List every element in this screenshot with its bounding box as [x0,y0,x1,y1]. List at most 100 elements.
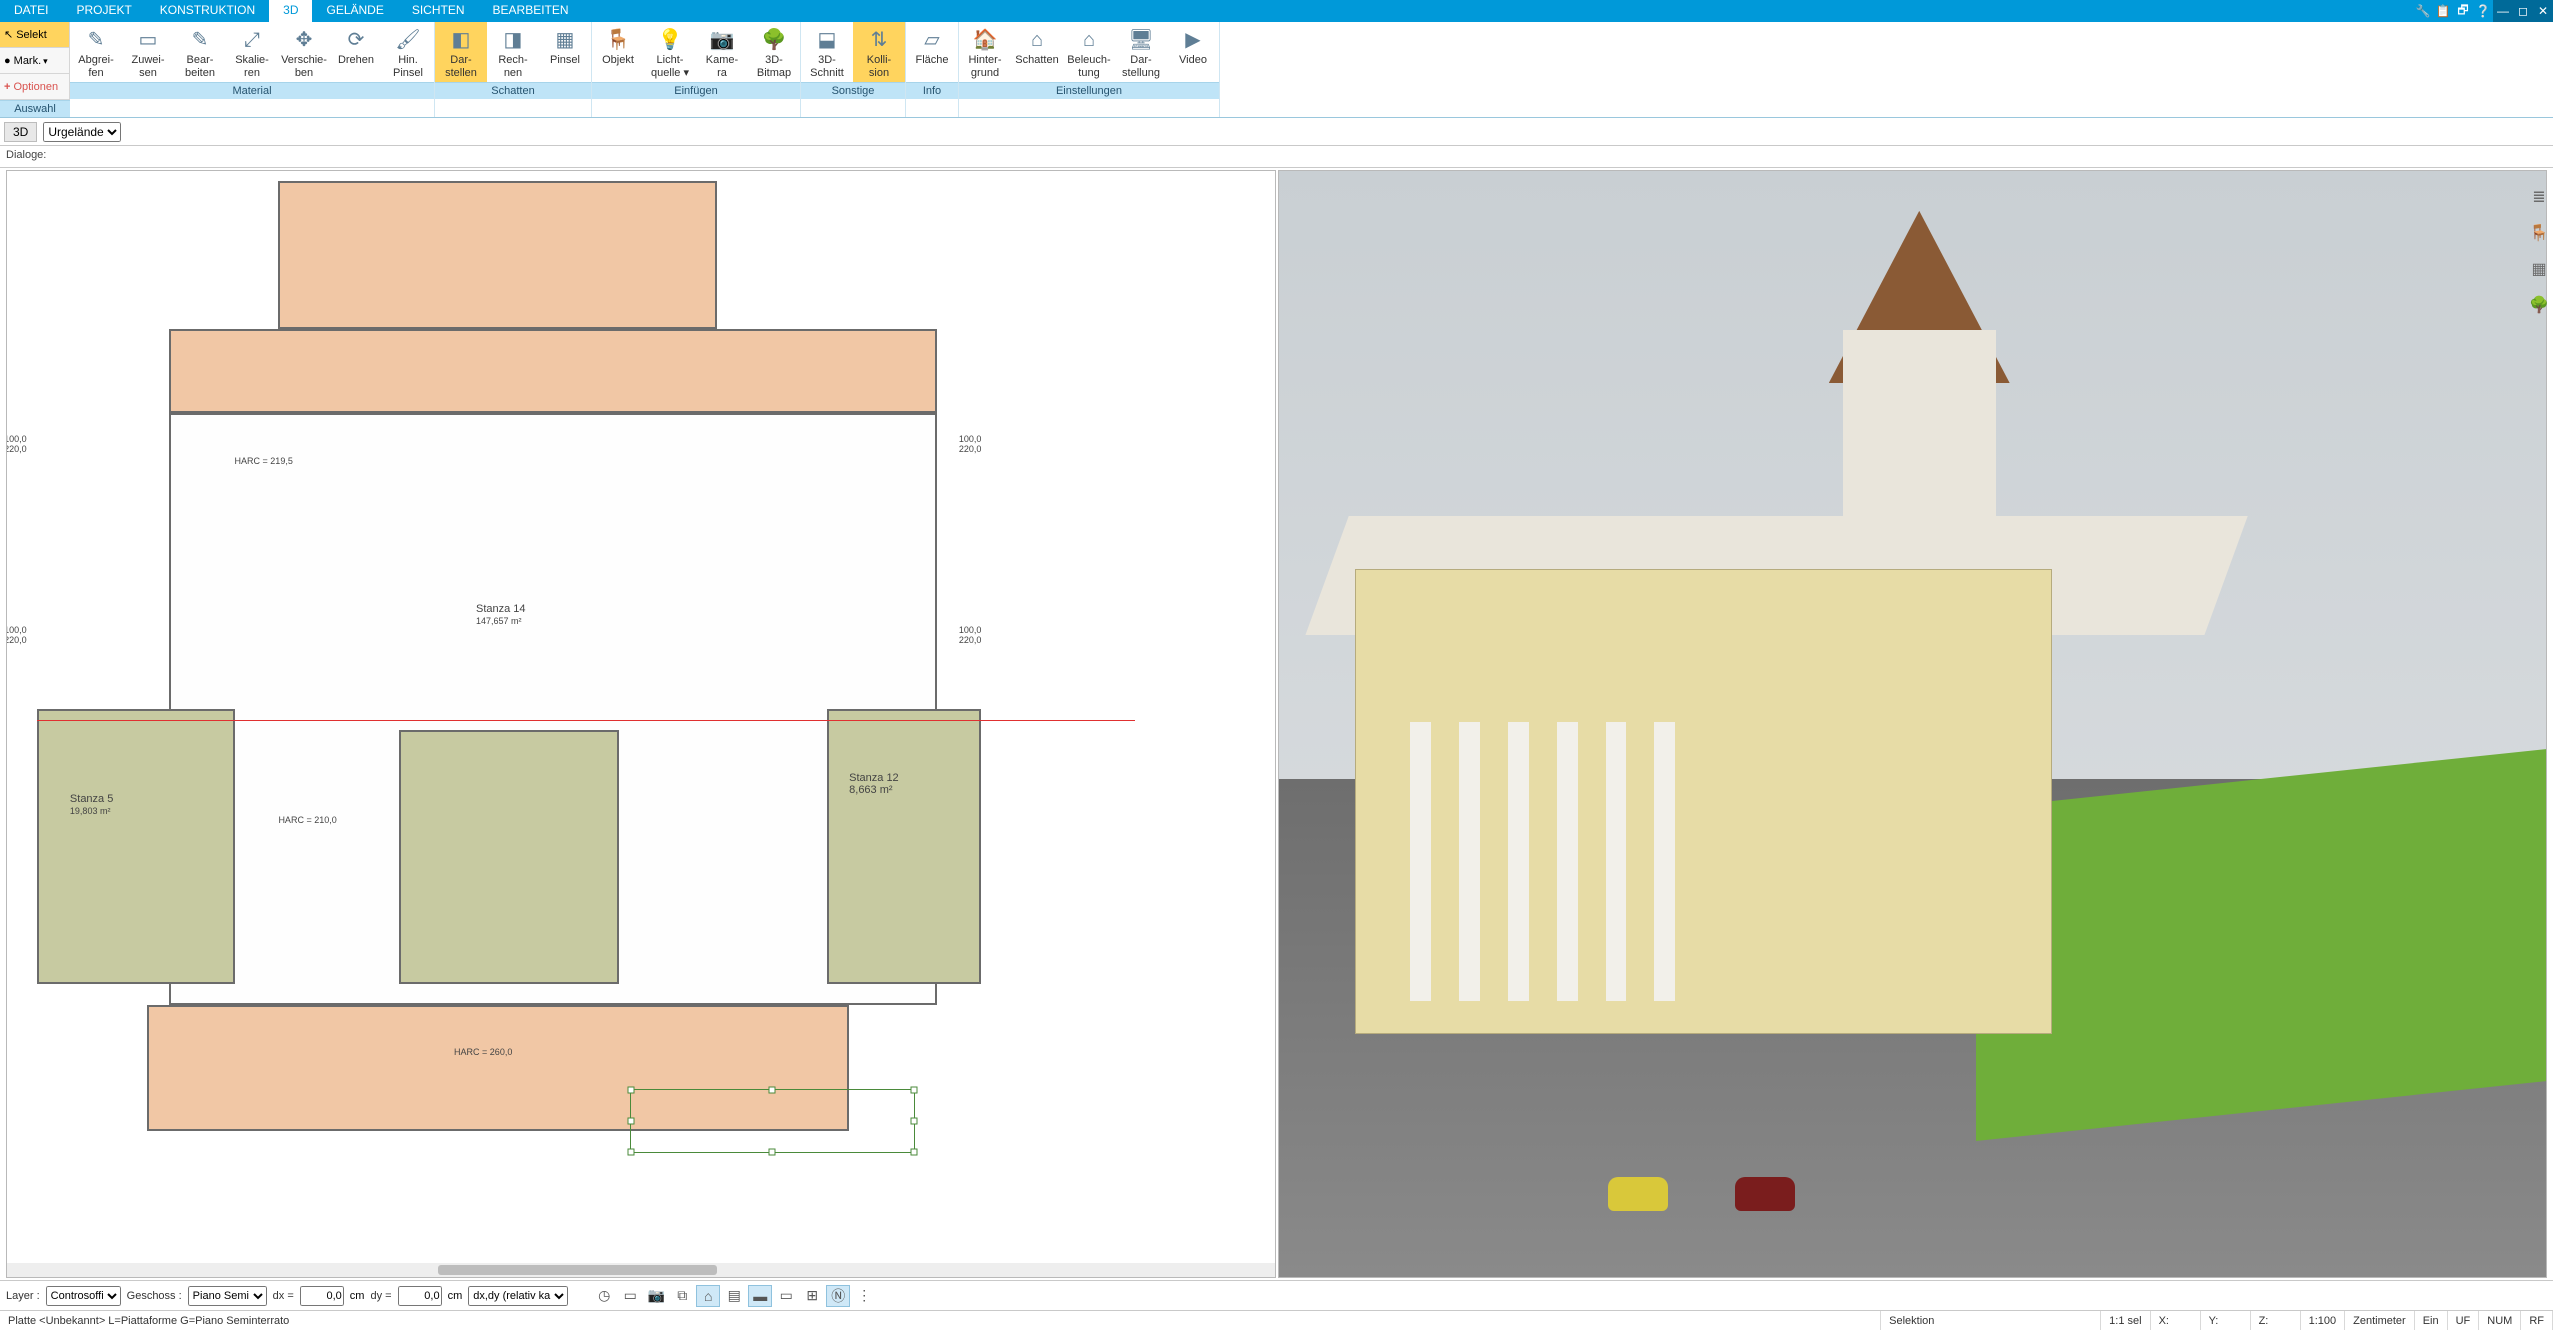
titlebar-sys-button-2[interactable]: 🗗 [2453,0,2473,22]
more-icon[interactable]: ⋮ [852,1285,876,1307]
schatten-icon: ⌂ [1021,26,1053,54]
plan-hscrollbar[interactable] [7,1263,1275,1277]
plan-room-stairs [399,730,619,983]
ribbon-group-einfügen: 🪑Objekt💡Licht-quelle ▾📷Kame-ra🌳3D-Bitmap… [592,22,801,117]
plan-label-harc1: HARC = 210,0 [278,815,336,825]
ribbon-button-label: Abgrei-fen [78,54,113,80]
coord-mode-dropdown[interactable]: dx,dy (relativ ka [468,1286,568,1306]
selection-handle[interactable] [910,1087,917,1094]
ribbon-button-darstellen[interactable]: ◧Dar-stellen [435,22,487,82]
ribbon-button-abgreifen[interactable]: ✎Abgrei-fen [70,22,122,82]
selection-handle[interactable] [627,1087,634,1094]
dy-input[interactable] [398,1286,442,1306]
view-tag-3d[interactable]: 3D [4,122,37,142]
verschie-icon: ✥ [288,26,320,54]
titlebar-sys-button-4[interactable]: — [2493,0,2513,22]
ribbon-button-rechnen[interactable]: ◨Rech-nen [487,22,539,82]
options-button[interactable]: + Optionen [0,74,70,100]
menu-item-datei[interactable]: DATEI [0,0,62,22]
titlebar-sys-button-1[interactable]: 📋 [2433,0,2453,22]
hin-icon: 🖌 [392,26,424,54]
ribbon-button-pinsel[interactable]: ▦Pinsel [539,22,591,82]
menu-item-3d[interactable]: 3D [269,0,312,22]
dx-input[interactable] [300,1286,344,1306]
ribbon-button-schatten[interactable]: ⌂Schatten [1011,22,1063,82]
screen-icon[interactable]: ▭ [618,1285,642,1307]
ribbon-button-objekt[interactable]: 🪑Objekt [592,22,644,82]
ribbon-group-title: Einstellungen [959,82,1219,99]
layers-icon[interactable]: ≣ [2528,186,2550,208]
ribbon-button-darstellung[interactable]: 🖥Dar-stellung [1115,22,1167,82]
dim-icon[interactable]: ▭ [774,1285,798,1307]
dim-left-2: 100,0220,0 [6,625,27,645]
menu-item-konstruktion[interactable]: KONSTRUKTION [146,0,269,22]
status-scale: 1:100 [2301,1311,2346,1330]
ribbon-group-sonstige: ⬓3D-Schnitt⇅Kolli-sionSonstige [801,22,906,117]
ribbon-button-label: Video [1179,54,1207,80]
selection-handle[interactable] [627,1148,634,1155]
hatch-icon[interactable]: ▤ [722,1285,746,1307]
floor-icon[interactable]: ▬ [748,1285,772,1307]
layer-dropdown[interactable]: Controsoffi [46,1286,121,1306]
ribbon-button-kollision[interactable]: ⇅Kolli-sion [853,22,905,82]
ribbon-button-hinpinsel[interactable]: 🖌Hin.Pinsel [382,22,434,82]
ribbon-left-panel: ↖ Selekt ● Mark. + Optionen Auswahl [0,22,70,117]
plants-icon[interactable]: 🌳 [2528,294,2550,316]
geschoss-label: Geschoss : [127,1290,182,1302]
mark-tool-button[interactable]: ● Mark. [0,48,70,74]
ribbon-button-label: Hin.Pinsel [393,54,423,80]
menu-item-sichten[interactable]: SICHTEN [398,0,479,22]
ribbon-group-einstellungen: 🏠Hinter-grund⌂Schatten⌂Beleuch-tung🖥Dar-… [959,22,1220,117]
ribbon-button-dbitmap[interactable]: 🌳3D-Bitmap [748,22,800,82]
plan-hscroll-thumb[interactable] [438,1265,717,1275]
grid-icon[interactable]: ⊞ [800,1285,824,1307]
menu-item-gelände[interactable]: GELÄNDE [312,0,397,22]
beleuch-icon: ⌂ [1073,26,1105,54]
kame-icon: 📷 [706,26,738,54]
ribbon-button-dschnitt[interactable]: ⬓3D-Schnitt [801,22,853,82]
layers2-icon[interactable]: ⧉ [670,1285,694,1307]
selection-handle[interactable] [627,1117,634,1124]
titlebar-sys-button-5[interactable]: ◻ [2513,0,2533,22]
selection-handle[interactable] [769,1148,776,1155]
statusbar: Platte <Unbekannt> L=Piattaforme G=Piano… [0,1310,2553,1330]
floorplan-canvas[interactable]: Stanza 14 147,657 m² Stanza 5 19,803 m² … [37,181,1135,1237]
ribbon-button-bearbeiten[interactable]: ✎Bear-beiten [174,22,226,82]
geschoss-dropdown[interactable]: Piano Semi [188,1286,267,1306]
3d-grass [1976,749,2546,1141]
floorplan-pane[interactable]: Stanza 14 147,657 m² Stanza 5 19,803 m² … [6,170,1276,1278]
dialoge-label: Dialoge: [6,149,46,161]
roof-icon[interactable]: ⌂ [696,1285,720,1307]
north-icon[interactable]: Ⓝ [826,1285,850,1307]
camera-icon[interactable]: 📷 [644,1285,668,1307]
selection-handle[interactable] [910,1117,917,1124]
materials-icon[interactable]: ▦ [2528,258,2550,280]
ribbon-button-label: Pinsel [550,54,580,80]
ribbon-groups: ✎Abgrei-fen▭Zuwei-sen✎Bear-beiten⤢Skalie… [70,22,1220,117]
titlebar-sys-button-6[interactable]: ✕ [2533,0,2553,22]
selection-rectangle[interactable] [630,1089,915,1152]
3d-view-pane[interactable] [1278,170,2548,1278]
clock-icon[interactable]: ◷ [592,1285,616,1307]
terrain-dropdown[interactable]: Urgelände [43,122,121,142]
ribbon-button-flche[interactable]: ▱Fläche [906,22,958,82]
titlebar-sys-button-3[interactable]: ❔ [2473,0,2493,22]
ribbon-button-skalieren[interactable]: ⤢Skalie-ren [226,22,278,82]
ribbon-button-video[interactable]: ▶Video [1167,22,1219,82]
menu-item-projekt[interactable]: PROJEKT [62,0,145,22]
dx-label: dx = [273,1290,294,1302]
ribbon-button-zuweisen[interactable]: ▭Zuwei-sen [122,22,174,82]
ribbon-button-beleuchtung[interactable]: ⌂Beleuch-tung [1063,22,1115,82]
ribbon-button-drehen[interactable]: ⟳Drehen [330,22,382,82]
plan-redline [37,720,1135,721]
ribbon-button-hintergrund[interactable]: 🏠Hinter-grund [959,22,1011,82]
selection-handle[interactable] [910,1148,917,1155]
ribbon-button-verschieben[interactable]: ✥Verschie-ben [278,22,330,82]
ribbon-button-lichtquelle[interactable]: 💡Licht-quelle ▾ [644,22,696,82]
titlebar-sys-button-0[interactable]: 🔧 [2413,0,2433,22]
selection-handle[interactable] [769,1087,776,1094]
menu-item-bearbeiten[interactable]: BEARBEITEN [479,0,583,22]
ribbon-button-kamera[interactable]: 📷Kame-ra [696,22,748,82]
furniture-icon[interactable]: 🪑 [2528,222,2550,244]
select-tool-button[interactable]: ↖ Selekt [0,22,70,48]
